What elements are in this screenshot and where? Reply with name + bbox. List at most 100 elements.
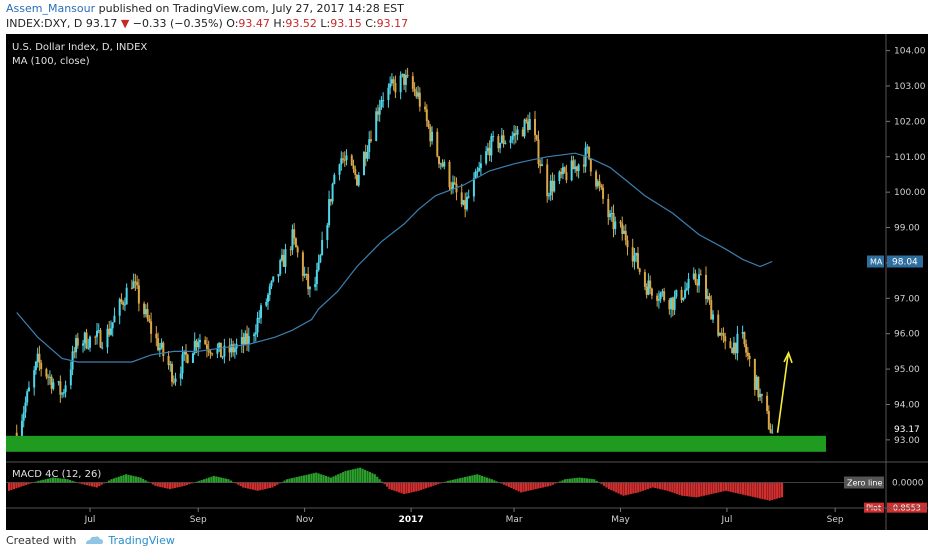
macd-bar xyxy=(368,472,372,483)
candle-body xyxy=(596,181,599,187)
macd-bar xyxy=(388,482,391,490)
candle-body xyxy=(650,288,653,296)
macd-bar xyxy=(27,482,30,485)
candle-body xyxy=(57,381,60,383)
candle-body xyxy=(174,378,177,382)
candle-body xyxy=(357,175,360,186)
macd-bar xyxy=(88,482,91,486)
macd-bar xyxy=(68,480,72,483)
candle-body xyxy=(22,412,25,421)
time-tick-label: May xyxy=(611,515,630,525)
macd-bar xyxy=(683,482,686,497)
macd-bar xyxy=(285,479,289,483)
candle-body xyxy=(486,147,489,152)
macd-bar xyxy=(534,482,537,490)
candle-body xyxy=(195,340,198,348)
macd-bar xyxy=(20,482,23,487)
candle-body xyxy=(546,164,549,197)
candle-body xyxy=(169,364,172,366)
candle-body xyxy=(193,340,196,354)
candle-body xyxy=(343,159,346,161)
macd-bar xyxy=(405,482,408,494)
candle-body xyxy=(233,348,236,353)
author-link[interactable]: Assem_Mansour xyxy=(6,2,96,15)
candle-body xyxy=(602,187,605,199)
macd-bar xyxy=(617,482,620,494)
macd-bar xyxy=(746,482,749,496)
macd-bar xyxy=(656,482,659,489)
candle-body xyxy=(563,167,566,173)
macd-bar xyxy=(293,477,296,483)
candle-body xyxy=(158,347,161,351)
candle-body xyxy=(759,394,762,398)
candle-body xyxy=(415,91,418,97)
candle-body xyxy=(33,370,36,388)
macd-bar xyxy=(580,477,584,483)
candle-body xyxy=(757,376,760,398)
candle-body xyxy=(394,82,397,93)
macd-bar xyxy=(51,477,55,483)
macd-bar xyxy=(766,482,769,501)
macd-bar xyxy=(185,482,189,485)
macd-bar xyxy=(624,482,628,496)
zero-line-value: 0.0000 xyxy=(892,479,924,489)
candle-body xyxy=(540,164,543,167)
macd-bar xyxy=(190,482,194,484)
candle-body xyxy=(429,127,432,142)
macd-bar xyxy=(776,482,779,499)
macd-bar xyxy=(132,475,135,483)
macd-bar xyxy=(8,482,11,491)
tradingview-link[interactable]: TradingView xyxy=(108,533,175,547)
ma-badge-value: 98.04 xyxy=(892,258,918,268)
candle-body xyxy=(696,282,699,286)
macd-bar xyxy=(481,475,484,483)
macd-bar xyxy=(229,480,233,483)
macd-bar xyxy=(159,482,162,487)
candle-body xyxy=(75,338,78,353)
price-tick-label: 93.00 xyxy=(894,436,920,446)
macd-bar xyxy=(544,482,547,487)
macd-bar xyxy=(476,474,479,483)
candle-body xyxy=(718,333,721,336)
price-chart-svg[interactable]: 104.00103.00102.00101.00100.0099.0098.00… xyxy=(6,34,928,530)
macd-bar xyxy=(15,482,18,489)
candle-body xyxy=(321,240,324,256)
macd-bar xyxy=(588,478,591,483)
macd-bar xyxy=(256,482,259,491)
candle-body xyxy=(711,314,714,320)
macd-bar xyxy=(234,482,237,484)
candle-body xyxy=(460,192,463,205)
macd-bar xyxy=(168,482,172,490)
candle-body xyxy=(673,296,676,310)
macd-bar xyxy=(178,482,181,487)
candle-body xyxy=(59,381,62,395)
open-label: O: xyxy=(226,17,239,30)
candle-body xyxy=(111,322,114,329)
candle-body xyxy=(570,160,573,181)
candle-body xyxy=(547,195,550,197)
candle-body xyxy=(647,280,650,295)
candle-body xyxy=(291,229,294,250)
candle-body xyxy=(24,402,27,413)
candle-body xyxy=(572,160,575,170)
macd-bar xyxy=(300,475,303,483)
candle-body xyxy=(734,342,737,354)
macd-bar xyxy=(81,482,84,485)
price-tick-label: 99.00 xyxy=(894,224,920,234)
macd-bar xyxy=(673,482,676,494)
candle-body xyxy=(34,361,37,371)
macd-bar xyxy=(337,474,340,483)
chart-area[interactable]: 104.00103.00102.00101.00100.0099.0098.00… xyxy=(6,34,928,530)
candle-body xyxy=(767,410,770,430)
publish-line: Assem_Mansour published on TradingView.c… xyxy=(6,2,404,15)
macd-bar xyxy=(761,482,764,500)
candle-body xyxy=(362,152,365,176)
macd-bar xyxy=(220,477,223,483)
macd-bar xyxy=(37,480,40,483)
candle-body xyxy=(411,76,414,89)
candle-body xyxy=(485,151,488,164)
macd-bar xyxy=(500,482,503,484)
macd-bar xyxy=(710,482,713,495)
candle-body xyxy=(171,364,174,382)
